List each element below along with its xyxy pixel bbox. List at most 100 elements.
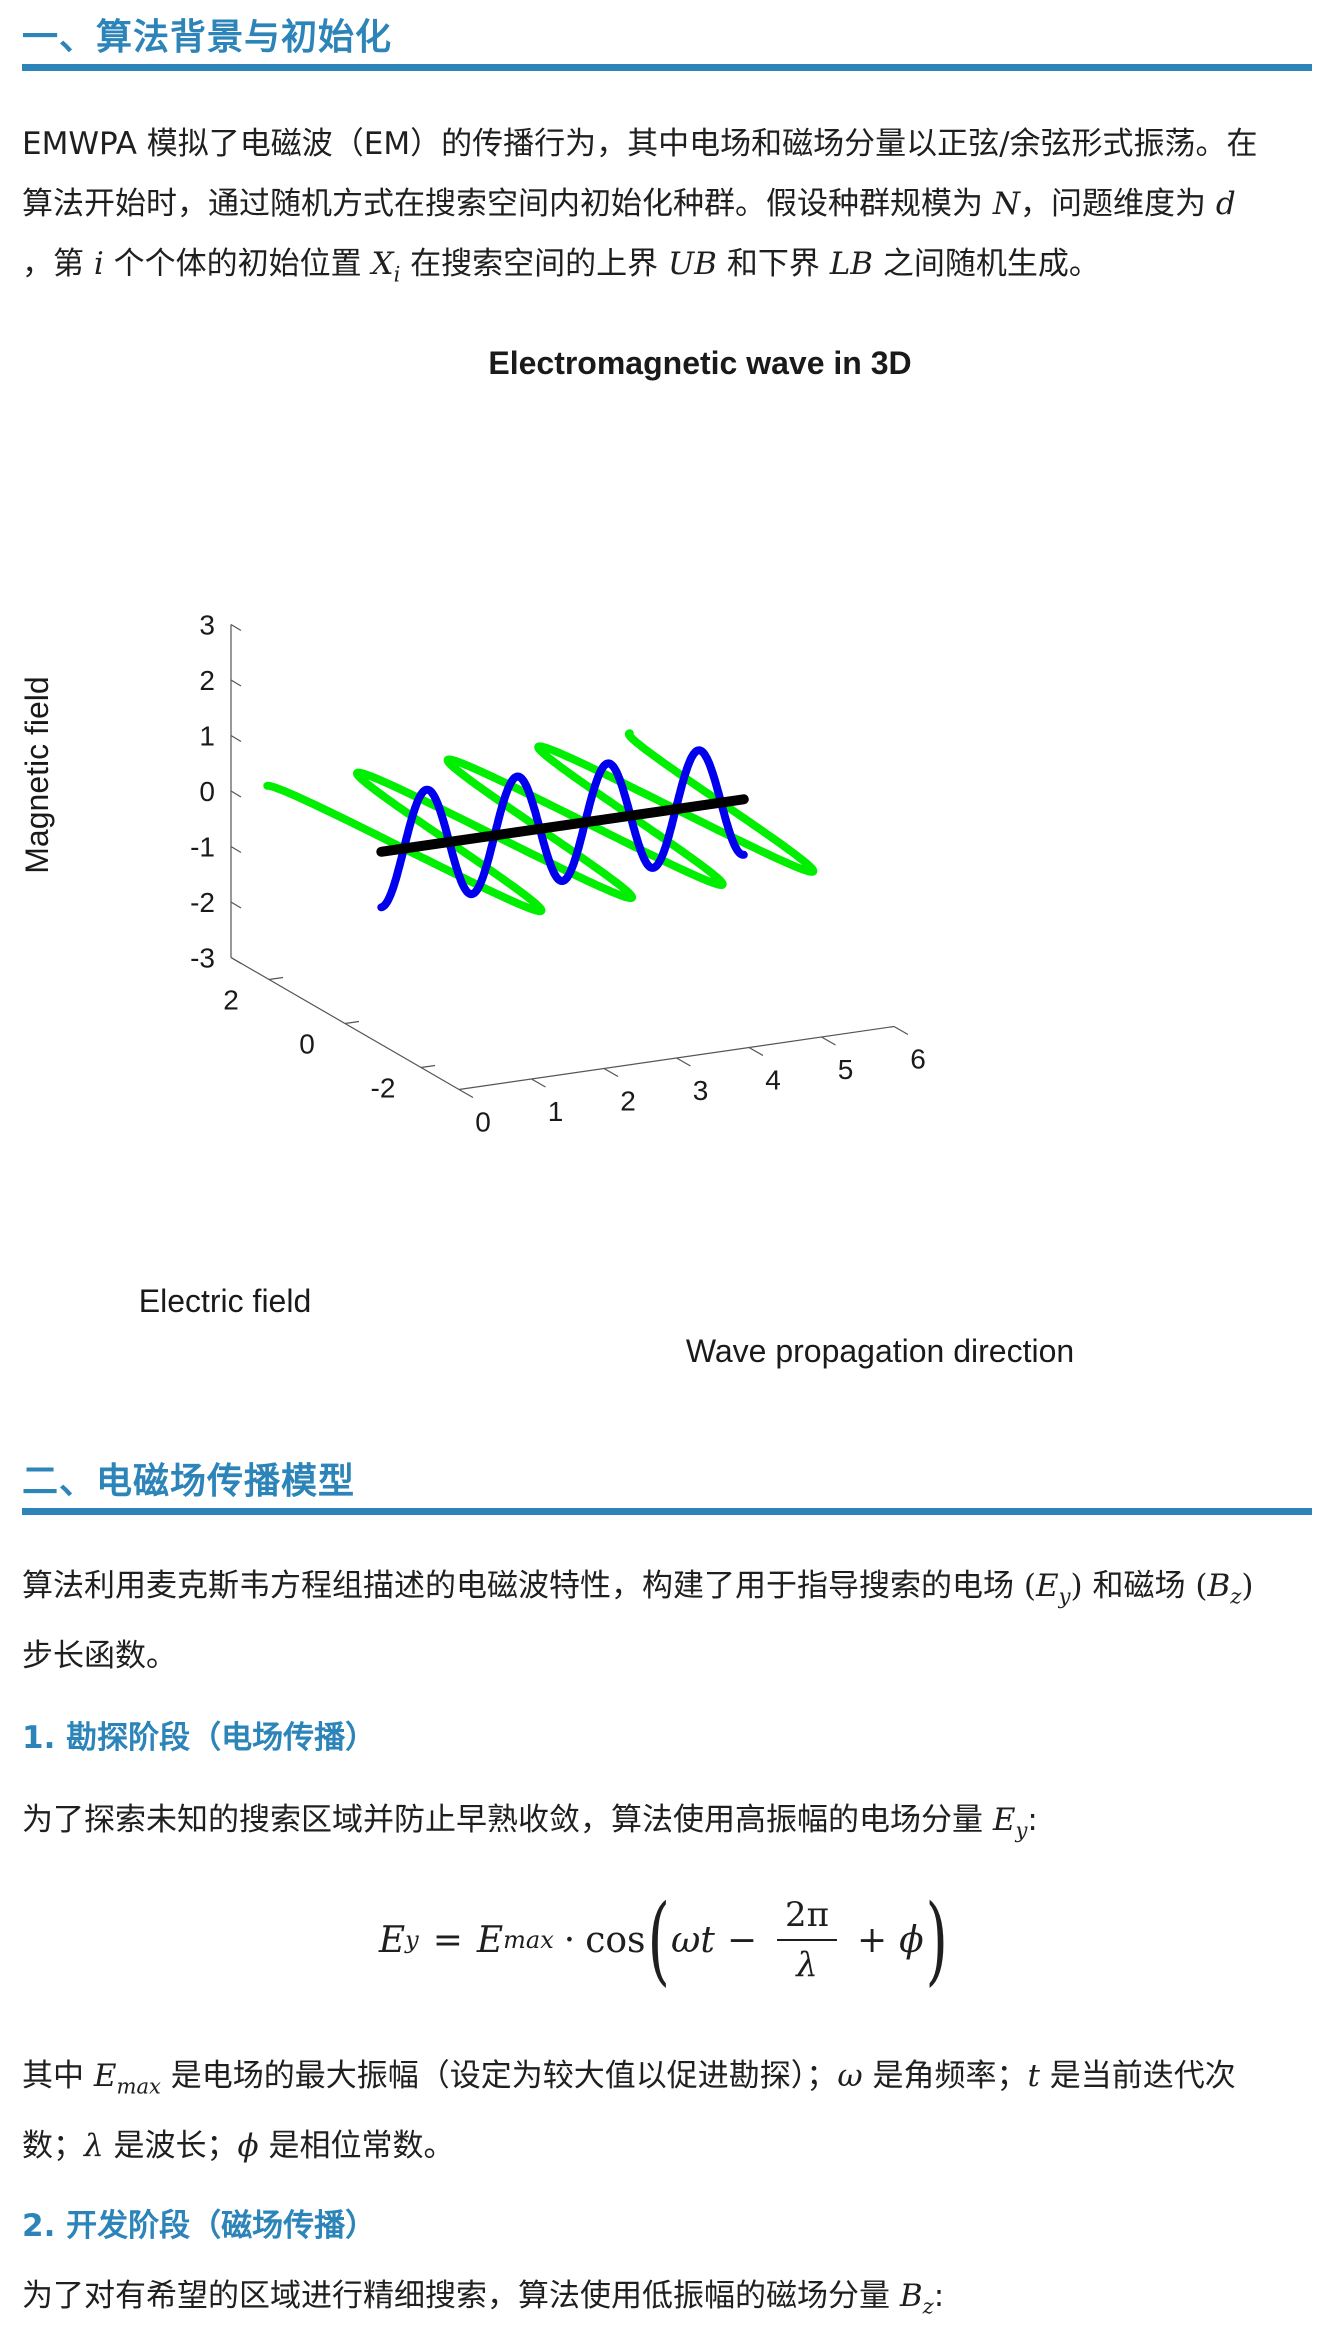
z-tick [230,623,242,632]
formula-fraction: 2π λ [776,1895,837,1985]
em-wave-chart: Electromagnetic wave in 3D 3 2 1 0 -1 -2 -3 -2 0… [19,345,1074,1369]
section-2-title: 二、电磁场传播模型 [22,1461,356,1502]
math-E-subscript: max [116,2073,161,2099]
para-line: EMWPA 模拟了电磁波（EM）的传播行为，其中电场和磁场分量以正弦/余弦形式振… [22,126,1258,162]
subsection-1-description: 其中 Emax 是电场的最大振幅（设定为较大值以促进勘探）；ω 是角频率；t 是… [22,2046,1312,2176]
formula-lhs: E [378,1919,406,1961]
math-E: E [1035,1568,1059,1604]
subsection-1-intro: 为了探索未知的搜索区域并防止早熟收敛，算法使用高振幅的电场分量 Ey: [22,1790,1312,1860]
math-UB: UB [668,246,717,282]
math-omega: ω [837,2058,863,2094]
formula-cos: cos [585,1919,646,1961]
para-text: 之间随机生成。 [873,246,1100,282]
math-t: t [1027,2058,1040,2094]
formula-dot: · [563,1919,576,1961]
para-text: ，第 [22,246,94,282]
math-i: i [93,246,104,282]
x-tick [458,1088,474,1099]
x-tick-label: 0 [475,1107,491,1138]
para-text: 算法开始时，通过随机方式在搜索空间内初始化种群。假设种群规模为 [22,186,993,222]
para-text: 算法利用麦克斯韦方程组描述的电磁波特性，构建了用于指导搜索的电场 [22,1568,1024,1604]
para-text: 和下界 [716,246,830,282]
math-B: B [899,2278,923,2314]
math-E: E [93,2058,117,2094]
para-text: 其中 [22,2058,94,2094]
x-tick [748,1046,764,1057]
math-lambda: λ [84,2128,104,2165]
z-tick-label: 3 [199,610,215,641]
math-B-subscript: z [1230,1583,1242,1609]
chart-axes: 3 2 1 0 -1 -2 -3 -2 0 2 0 1 2 3 4 5 6 [190,610,926,1138]
z-tick [230,734,242,743]
formula-equals: = [432,1919,463,1961]
subsection-1-title: 1. 勘探阶段（电场传播） [22,1720,377,1756]
z-tick-label: 1 [199,721,215,752]
chart-title: Electromagnetic wave in 3D [488,345,911,381]
formula-omega-t: ωt [670,1919,715,1961]
section-1-rule [22,64,1312,71]
math-B-subscript: z [922,2293,934,2319]
para-text: 在搜索空间的上界 [400,246,669,282]
x-tick [676,1057,691,1067]
formula-minus: − [726,1919,757,1961]
math-paren: ( [1195,1568,1208,1604]
section-1-title: 一、算法背景与初始化 [22,17,393,58]
section-2-paragraph: 算法利用麦克斯韦方程组描述的电磁波特性，构建了用于指导搜索的电场 (Ey) 和磁… [22,1556,1312,1686]
z-tick-label: 0 [199,776,215,807]
y-tick [420,1064,436,1069]
y-tick [268,976,284,981]
em-wave-figure: Electromagnetic wave in 3D 3 2 1 0 -1 -2 -3 -2 0… [0,330,1328,1390]
z-tick-label: -1 [190,832,215,863]
math-X-subscript: i [393,261,401,287]
y-tick-label: 0 [299,1029,315,1060]
para-text: 个个体的初始位置 [103,246,372,282]
z-axis-label: Magnetic field [19,676,55,873]
para-text: 是角频率； [862,2058,1028,2094]
math-X: X [371,246,394,282]
formula-right-paren: ) [925,1884,948,1996]
para-text: 是相位常数。 [258,2128,455,2165]
section-2-rule [22,1508,1312,1515]
math-phi: ϕ [237,2128,259,2165]
y-tick [344,1020,360,1025]
formula-emax-subscript: max [503,1926,554,1954]
para-text: 为了对有希望的区域进行精细搜索，算法使用低振幅的磁场分量 [22,2278,900,2314]
para-text: 是波长； [103,2128,238,2165]
y-tick-label: 2 [223,985,239,1016]
formula-denominator: λ [796,1945,818,1985]
para-text: 数； [22,2128,84,2165]
math-paren: ) [1070,1568,1083,1604]
z-tick [230,901,242,909]
math-paren: ( [1023,1568,1036,1604]
math-LB: LB [829,246,874,282]
formula-emax: E [476,1919,504,1961]
x-tick-label: 2 [620,1086,636,1117]
formula-phi: ϕ [899,1919,924,1961]
magnetic-series-line [377,746,748,912]
formula-plus: + [856,1919,888,1961]
z-tick [230,845,242,854]
para-text: ，问题维度为 [1019,186,1216,222]
subsection-2-intro: 为了对有希望的区域进行精细搜索，算法使用低振幅的磁场分量 Bz: [22,2266,1312,2336]
x-tick [893,1025,909,1036]
x-axis-label: Wave propagation direction [686,1333,1074,1369]
math-E-subscript: y [1015,1817,1028,1843]
chart-series [263,729,818,916]
para-text: 是电场的最大振幅（设定为较大值以促进勘探）； [160,2058,838,2094]
para-text: 为了探索未知的搜索区域并防止早熟收敛，算法使用高振幅的电场分量 [22,1802,993,1838]
formula-lhs-subscript: y [405,1926,419,1954]
section-1-paragraph: EMWPA 模拟了电磁波（EM）的传播行为，其中电场和磁场分量以正弦/余弦形式振… [22,114,1312,304]
para-text: 是当前迭代次 [1039,2058,1236,2094]
para-text: : [933,2278,945,2314]
math-E: E [992,1802,1016,1838]
z-tick [230,790,242,798]
x-tick [821,1036,836,1046]
y-axis-label: Electric field [139,1283,312,1319]
math-paren: ) [1241,1568,1254,1604]
x-tick-label: 6 [910,1044,926,1075]
x-tick [531,1078,546,1088]
para-line: 步长函数。 [22,1638,177,1675]
math-E-subscript: y [1058,1583,1071,1609]
